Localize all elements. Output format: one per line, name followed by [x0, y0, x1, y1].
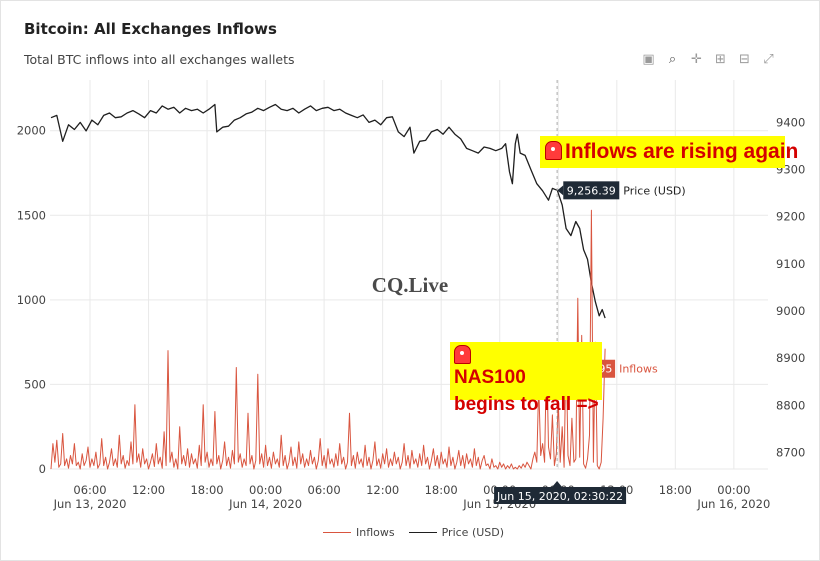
hover-inflows-name: Inflows [619, 363, 658, 376]
y-right-tick-label: 8700 [776, 445, 805, 459]
x-tick-date-label: Jun 16, 2020 [696, 497, 770, 511]
hover-x-label: Jun 15, 2020, 02:30:22 [496, 490, 623, 503]
annotation-nas-title: NAS100 [454, 367, 526, 388]
y-left-tick-label: 1500 [17, 208, 46, 222]
watermark: CQ.Live [372, 273, 448, 297]
annotation-nas-line2: begins to fall => [454, 394, 599, 415]
hover-price-value: 9,256.39 [567, 184, 616, 197]
x-tick-label: 12:00 [132, 483, 165, 497]
y-right-tick-label: 8800 [776, 398, 805, 412]
y-right-tick-label: 9400 [776, 115, 805, 129]
annotation-nas-line1: NAS100 [454, 345, 598, 391]
zoom-icon[interactable]: ⌕ [668, 52, 677, 67]
y-right-tick-label: 8900 [776, 351, 805, 365]
zoom-out-icon[interactable]: ⊟ [739, 52, 750, 67]
x-tick-label: 18:00 [190, 483, 223, 497]
y-right-tick-label: 9200 [776, 210, 805, 224]
zoom-in-icon[interactable]: ⊞ [715, 52, 726, 67]
annotation-nas100: NAS100 begins to fall => [450, 342, 602, 415]
annotation-rising-text: Inflows are rising again [565, 140, 799, 163]
x-tick-label: 06:00 [308, 483, 341, 497]
hover-x-tag [494, 487, 627, 504]
siren-icon [454, 345, 471, 364]
y-left-tick-label: 500 [24, 377, 46, 391]
legend-item-price[interactable]: Price (USD) [408, 526, 505, 539]
axis-labels: 0 500 1000 1500 2000 8700 8800 8900 9000 9100 9200… [17, 115, 806, 511]
hover-price-tag [563, 181, 620, 200]
x-tick-label: 12:00 [366, 483, 399, 497]
legend-label-inflows: Inflows [356, 526, 395, 539]
x-tick-label: 18:00 [659, 483, 692, 497]
legend-swatch-inflows [323, 532, 351, 533]
annotation-inflows-rising: Inflows are rising again [540, 136, 798, 168]
camera-icon[interactable]: ▣ [642, 52, 655, 67]
y-left-tick-label: 1000 [17, 293, 46, 307]
hover-x-pointer [552, 481, 563, 487]
legend-swatch-price [408, 532, 437, 533]
x-tick-label: 06:00 [73, 483, 106, 497]
modebar: ▣ ⌕ ✛ ⊞ ⊟ ⤢ [640, 51, 777, 68]
y-right-tick-label: 9100 [776, 257, 805, 271]
legend[interactable]: Inflows Price (USD) [323, 526, 504, 539]
hover-price-pointer [557, 185, 564, 196]
legend-item-inflows[interactable]: Inflows [323, 526, 395, 539]
x-tick-label: 00:00 [249, 483, 282, 497]
chart-subtitle: Total BTC inflows into all exchanges wal… [24, 52, 295, 67]
price-line [50, 103, 606, 319]
chart-title: Bitcoin: All Exchanges Inflows [24, 20, 277, 38]
y-left-tick-label: 0 [39, 462, 46, 476]
hover-price-name: Price (USD) [623, 184, 685, 197]
series-layer [50, 103, 606, 470]
pan-icon[interactable]: ✛ [691, 52, 702, 67]
legend-label-price: Price (USD) [441, 526, 505, 539]
inflows-line [50, 209, 606, 470]
x-tick-date-label: Jun 13, 2020 [53, 497, 127, 511]
y-left-tick-label: 2000 [17, 124, 46, 138]
autoscale-icon[interactable]: ⤢ [763, 52, 774, 67]
x-tick-label: 18:00 [425, 483, 458, 497]
y-right-tick-label: 9000 [776, 304, 805, 318]
x-tick-label: 00:00 [717, 483, 750, 497]
siren-icon [545, 141, 562, 160]
x-tick-date-label: Jun 14, 2020 [228, 497, 302, 511]
